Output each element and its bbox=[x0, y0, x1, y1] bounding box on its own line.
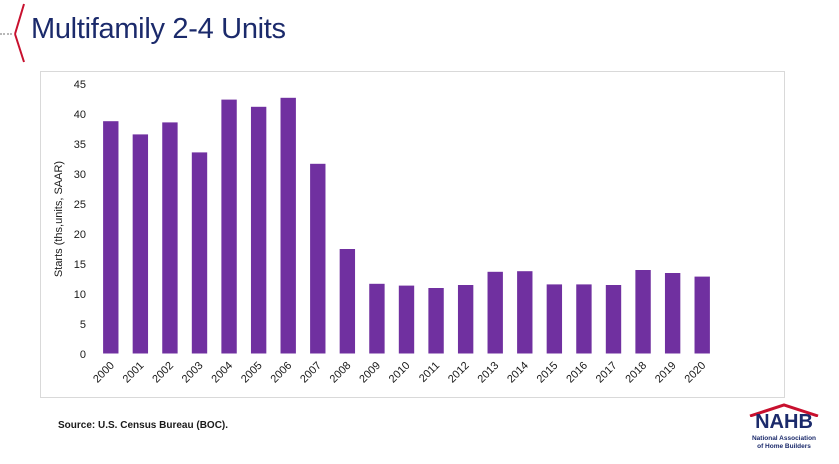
logo-wordmark: NAHB bbox=[755, 411, 813, 433]
source-note: Source: U.S. Census Bureau (BOC). bbox=[58, 420, 229, 431]
bar bbox=[487, 271, 503, 354]
logo-subtitle-line1: National Association bbox=[751, 435, 817, 442]
nahb-logo: NAHB National Association of Home Builde… bbox=[740, 403, 828, 455]
y-tick-label: 25 bbox=[74, 199, 86, 211]
bar bbox=[280, 97, 296, 355]
y-tick-label: 10 bbox=[74, 289, 86, 301]
bar bbox=[221, 99, 237, 354]
x-tick-label: 2015 bbox=[535, 360, 561, 386]
x-tick-label: 2007 bbox=[298, 360, 324, 386]
x-tick-label: 2014 bbox=[505, 360, 531, 386]
x-tick-label: 2020 bbox=[683, 360, 709, 386]
bar bbox=[103, 121, 119, 354]
bar bbox=[369, 283, 385, 354]
logo-subtitle: National Association of Home Builders bbox=[740, 435, 828, 451]
decorative-dots bbox=[0, 33, 12, 35]
y-tick-label: 35 bbox=[74, 139, 86, 151]
y-tick-label: 5 bbox=[80, 319, 86, 331]
bar bbox=[162, 122, 178, 355]
x-tick-label: 2017 bbox=[594, 360, 620, 386]
x-tick-label: 2006 bbox=[269, 360, 295, 386]
x-tick-label: 2010 bbox=[387, 360, 413, 386]
logo-subtitle-line2: of Home Builders bbox=[757, 443, 811, 450]
y-tick-label: 45 bbox=[74, 79, 86, 91]
page-title: Multifamily 2-4 Units bbox=[31, 13, 286, 45]
bar bbox=[576, 284, 592, 354]
x-tick-label: 2011 bbox=[417, 360, 442, 385]
y-tick-label: 20 bbox=[74, 229, 86, 241]
bar bbox=[132, 134, 149, 354]
bar bbox=[339, 249, 356, 354]
y-axis-label: Starts (ths,units, SAAR) bbox=[53, 161, 65, 277]
y-tick-label: 0 bbox=[80, 349, 86, 361]
y-tick-label: 15 bbox=[74, 259, 86, 271]
x-tick-label: 2004 bbox=[209, 360, 235, 386]
x-tick-label: 2005 bbox=[239, 360, 265, 386]
bar bbox=[250, 106, 267, 354]
x-tick-label: 2013 bbox=[476, 360, 502, 386]
bar bbox=[664, 273, 681, 354]
y-tick-label: 30 bbox=[74, 169, 86, 181]
bar bbox=[546, 284, 563, 354]
x-tick-label: 2001 bbox=[121, 360, 147, 386]
x-tick-label: 2016 bbox=[564, 360, 590, 386]
bar bbox=[605, 285, 622, 354]
x-tick-label: 2019 bbox=[653, 360, 679, 386]
title-accent-slash bbox=[14, 3, 25, 63]
bar bbox=[310, 163, 326, 354]
bar bbox=[635, 270, 651, 354]
bar-chart: 0 5 10 15 20 25 30 35 40 45 Starts (ths,units, SAA… bbox=[53, 79, 717, 386]
bar bbox=[694, 276, 710, 354]
x-tick-label: 2008 bbox=[328, 360, 354, 386]
x-tick-label: 2003 bbox=[180, 360, 206, 386]
y-tick-label: 40 bbox=[74, 109, 86, 121]
house-roof-icon bbox=[749, 403, 819, 417]
bar bbox=[191, 152, 208, 354]
x-tick-label: 2018 bbox=[623, 360, 649, 386]
x-tick-label: 2009 bbox=[357, 360, 383, 386]
bar bbox=[398, 285, 415, 354]
bar bbox=[428, 288, 444, 354]
x-tick-label: 2012 bbox=[446, 360, 472, 386]
x-tick-label: 2000 bbox=[91, 360, 117, 386]
x-tick-label: 2002 bbox=[150, 360, 176, 386]
bar bbox=[517, 271, 533, 354]
bar bbox=[457, 285, 474, 354]
